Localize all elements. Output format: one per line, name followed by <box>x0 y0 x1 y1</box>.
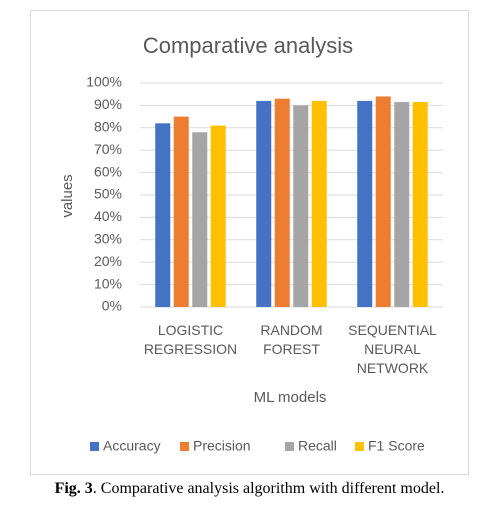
y-tick-label: 40% <box>94 208 122 224</box>
chart-title: Comparative analysis <box>143 33 353 58</box>
bar <box>192 132 208 307</box>
caption-label: Fig. 3 <box>54 480 93 497</box>
x-axis-label: ML models <box>254 389 327 406</box>
bar <box>210 125 226 307</box>
legend-swatch <box>90 442 99 451</box>
legend-swatch <box>285 442 294 451</box>
x-tick-label: SEQUENTIAL NEURAL NETWORK <box>348 322 437 376</box>
legend-label: Accuracy <box>103 438 161 454</box>
bar <box>357 100 373 307</box>
bar <box>311 100 327 307</box>
bar <box>173 116 189 307</box>
bar <box>155 123 171 307</box>
legend-swatch <box>180 442 189 451</box>
y-tick-label: 10% <box>94 275 122 291</box>
legend-label: Precision <box>193 438 251 454</box>
y-tick-label: 20% <box>94 253 122 269</box>
legend-swatch <box>355 442 364 451</box>
y-tick-label: 100% <box>86 74 122 90</box>
bar <box>293 105 309 308</box>
y-tick-label: 30% <box>94 231 122 247</box>
y-tick-label: 70% <box>94 141 122 157</box>
x-tick-label: LOGISTIC REGRESSION <box>143 322 238 357</box>
y-tick-label: 80% <box>94 119 122 135</box>
y-tick-label: 50% <box>94 186 122 202</box>
bar <box>256 100 272 307</box>
x-tick-label: RANDOM FOREST <box>260 322 323 357</box>
legend-label: F1 Score <box>368 438 425 454</box>
bar <box>375 96 391 307</box>
bar <box>394 102 410 307</box>
caption: Fig. 3. Comparative analysis algorithm w… <box>0 480 499 498</box>
bar <box>274 98 290 308</box>
y-tick-label: 0% <box>102 298 122 314</box>
bar <box>412 102 428 307</box>
y-axis-label: values <box>59 174 76 217</box>
legend-label: Recall <box>298 438 337 454</box>
y-tick-label: 90% <box>94 96 122 112</box>
caption-text: . Comparative analysis algorithm with di… <box>92 480 445 497</box>
y-tick-label: 60% <box>94 163 122 179</box>
